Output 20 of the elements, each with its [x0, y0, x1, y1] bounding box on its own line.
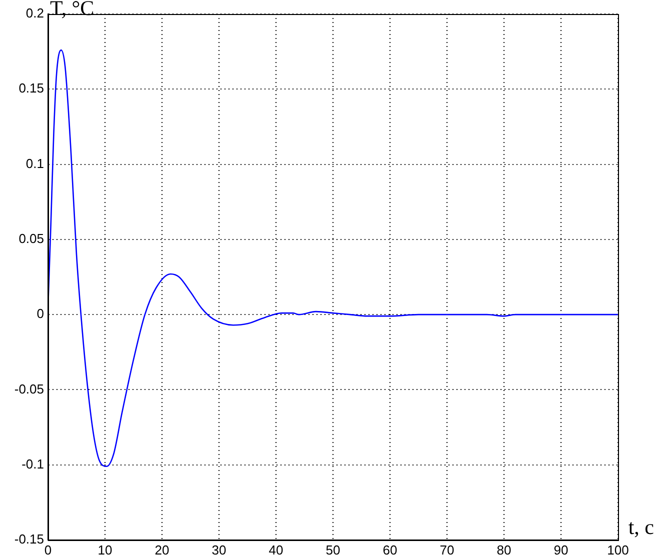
y-tick-label: 0.05 [18, 231, 44, 246]
x-tick-label: 20 [154, 542, 170, 558]
x-tick-label: 50 [326, 542, 340, 558]
y-tick-label: 0.1 [26, 156, 44, 171]
x-tick-label: 30 [212, 542, 226, 558]
x-tick-label: 40 [268, 542, 284, 558]
line-series [48, 49, 618, 468]
x-tick-label: 90 [554, 542, 568, 558]
y-tick-label: -0.15 [14, 532, 44, 547]
x-tick-label: 80 [496, 542, 512, 558]
y-tick-label: 0.15 [18, 80, 44, 96]
x-tick-label: 100 [607, 542, 629, 558]
y-tick-label: -0.1 [22, 456, 44, 472]
x-tick-label: 70 [440, 542, 454, 558]
y-tick-label: -0.05 [14, 381, 44, 396]
x-tick-label: 60 [382, 542, 398, 558]
y-tick-label: 0 [36, 306, 44, 322]
y-tick-label: 0.2 [26, 6, 44, 21]
x-axis-title: t, c [628, 515, 654, 540]
x-tick-label: 10 [98, 542, 112, 558]
